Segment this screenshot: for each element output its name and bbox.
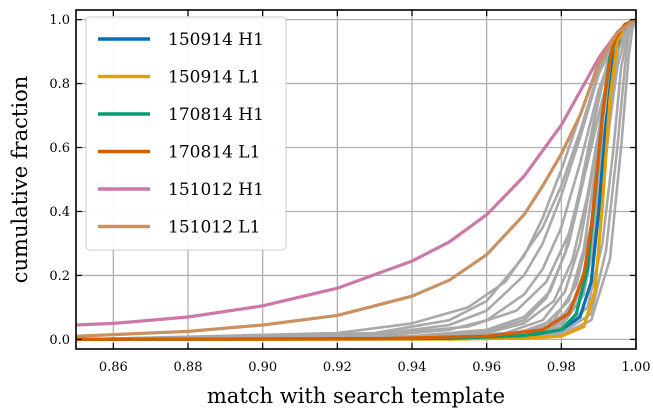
- y-tick-label: 0.6: [49, 141, 70, 156]
- x-tick-label: 0.88: [174, 360, 203, 375]
- y-tick-label: 1.0: [49, 13, 70, 28]
- ticks: 0.86 0.88 0.90 0.92 0.94 0.96 0.98 1.00 0.0 0.2 0.…: [49, 10, 650, 375]
- y-axis-label: cumulative fraction: [8, 76, 32, 284]
- legend-label: 150914 L1: [168, 68, 260, 88]
- plot-frame: [75, 9, 637, 350]
- x-tick-label: 0.94: [398, 360, 427, 375]
- x-tick-label: 0.92: [323, 360, 352, 375]
- legend-label: 151012 H1: [168, 180, 264, 200]
- x-tick-label: 0.98: [547, 360, 576, 375]
- x-axis-label: match with search template: [207, 384, 505, 408]
- x-tick-label: 1.00: [622, 360, 651, 375]
- y-tick-label: 0.4: [49, 205, 70, 220]
- y-tick-label: 0.8: [49, 77, 70, 92]
- background-line: [75, 18, 637, 341]
- y-tick-label: 0.0: [49, 333, 70, 348]
- legend-label: 151012 L1: [168, 218, 260, 238]
- legend-box: [85, 16, 287, 251]
- x-tick-label: 0.90: [248, 360, 277, 375]
- x-tick-label: 0.86: [99, 360, 128, 375]
- legend-label: 150914 H1: [168, 30, 264, 50]
- series-line: [75, 18, 637, 341]
- series-line: [75, 18, 637, 327]
- legend-label: 170814 L1: [168, 143, 260, 163]
- y-tick-label: 0.2: [49, 269, 70, 284]
- x-tick-label: 0.96: [472, 360, 501, 375]
- series-lines: [75, 18, 637, 341]
- legend-label: 170814 H1: [168, 105, 264, 125]
- legend: 150914 H1 150914 L1 170814 H1 170814 L1 1510…: [85, 16, 287, 251]
- series-line: [75, 18, 637, 338]
